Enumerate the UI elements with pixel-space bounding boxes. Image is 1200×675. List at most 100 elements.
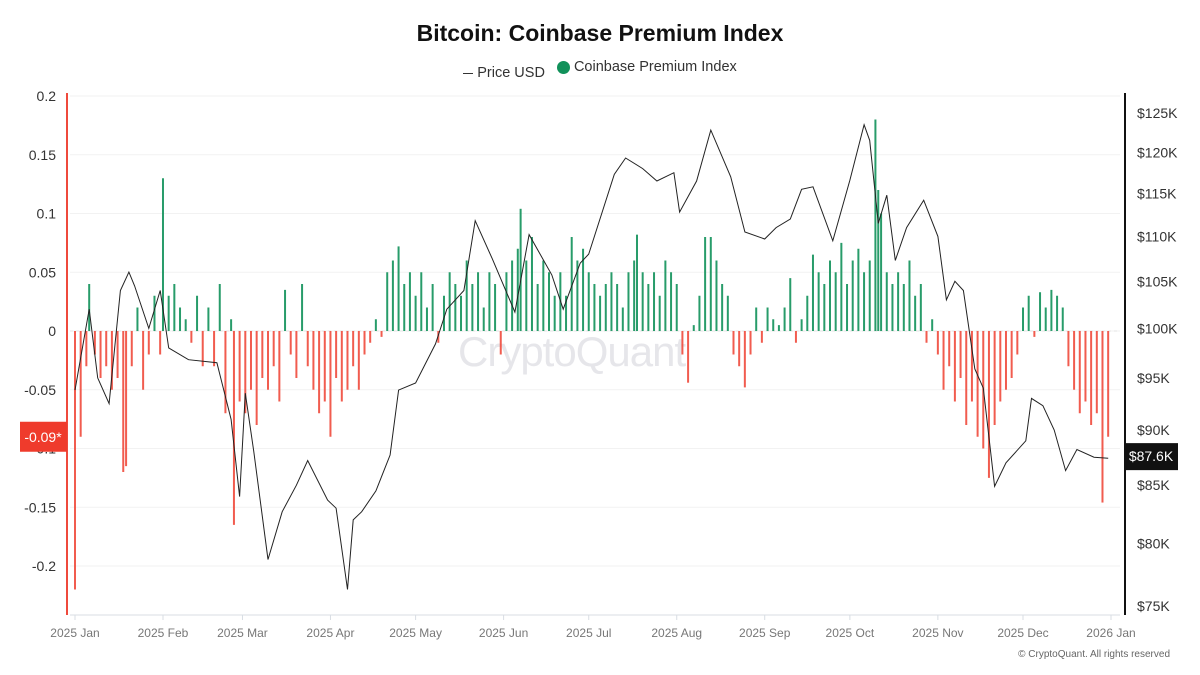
- premium-bar: [817, 272, 820, 331]
- premium-bar: [519, 208, 522, 331]
- premium-bar: [616, 284, 619, 331]
- premium-bar: [760, 331, 763, 343]
- premium-bar: [681, 331, 684, 355]
- premium-bar: [1084, 331, 1087, 402]
- premium-bar: [1050, 289, 1053, 331]
- premium-bar: [1033, 331, 1036, 337]
- premium-bar: [454, 284, 457, 331]
- legend-label-premium: Coinbase Premium Index: [573, 59, 737, 75]
- premium-bar: [499, 331, 502, 355]
- premium-bar: [908, 260, 911, 331]
- premium-bar: [249, 331, 252, 390]
- x-tick-label: 2025 Dec: [997, 626, 1048, 640]
- premium-bar: [482, 307, 485, 331]
- premium-bar: [213, 331, 216, 367]
- premium-bar: [709, 237, 712, 331]
- premium-bar: [318, 331, 321, 414]
- premium-bar: [880, 213, 883, 331]
- premium-bar: [965, 331, 968, 425]
- premium-bar: [891, 284, 894, 331]
- y-right-tick-label: $115K: [1137, 185, 1177, 201]
- legend-item-price[interactable]: Price USD: [463, 65, 545, 81]
- premium-bar: [925, 331, 928, 343]
- premium-bar: [976, 331, 979, 437]
- premium-bar: [380, 331, 383, 337]
- premium-bar: [425, 307, 428, 331]
- premium-bar: [272, 331, 275, 367]
- premium-bar: [494, 284, 497, 331]
- premium-bar: [403, 284, 406, 331]
- premium-bar: [340, 331, 343, 402]
- premium-bar: [232, 331, 235, 525]
- x-tick-label: 2025 Apr: [306, 626, 354, 640]
- premium-bar: [1056, 295, 1059, 331]
- premium-bar: [641, 272, 644, 331]
- premium-bar: [931, 319, 934, 331]
- dot-icon: [556, 60, 570, 74]
- premium-bar: [604, 284, 607, 331]
- y-left-tick-label: -0.05: [24, 382, 56, 398]
- premium-bar: [704, 237, 707, 331]
- premium-bar: [653, 272, 656, 331]
- premium-bar: [369, 331, 372, 343]
- premium-bar: [846, 284, 849, 331]
- premium-bar: [885, 272, 888, 331]
- y-right-tick-label: $125K: [1137, 105, 1178, 121]
- premium-bar: [306, 331, 309, 367]
- premium-bar: [408, 272, 411, 331]
- premium-bar: [505, 272, 508, 331]
- premium-bar: [599, 295, 602, 331]
- premium-bar: [530, 237, 533, 331]
- premium-bar: [244, 331, 247, 414]
- premium-bar: [953, 331, 956, 402]
- premium-bar: [471, 284, 474, 331]
- y-right-tick-label: $110K: [1137, 228, 1177, 244]
- premium-bar: [1016, 331, 1019, 355]
- premium-bar: [840, 242, 843, 331]
- premium-bar: [289, 331, 292, 355]
- premium-bar: [664, 260, 667, 331]
- y-left-tick-label: 0.05: [29, 264, 56, 280]
- premium-bar: [536, 284, 539, 331]
- premium-bar: [230, 319, 233, 331]
- premium-bar: [420, 272, 423, 331]
- premium-bar: [857, 248, 860, 331]
- premium-bar: [335, 331, 338, 378]
- premium-bar: [142, 331, 145, 390]
- premium-bar: [391, 260, 394, 331]
- premium-bar: [173, 284, 176, 331]
- x-tick-label: 2025 Sep: [739, 626, 791, 640]
- y-right-tick-label: $100K: [1137, 320, 1178, 336]
- premium-bar: [184, 319, 187, 331]
- x-tick-label: 2025 Jan: [50, 626, 99, 640]
- premium-bar: [877, 190, 880, 331]
- premium-bar: [1027, 295, 1030, 331]
- premium-bar: [1073, 331, 1076, 390]
- premium-bar: [125, 331, 128, 467]
- premium-bar: [218, 284, 221, 331]
- premium-bar: [465, 260, 468, 331]
- x-tick-label: 2025 Mar: [217, 626, 268, 640]
- y-right-tick-label: $105K: [1137, 273, 1178, 289]
- y-right-tick-label: $80K: [1137, 536, 1170, 552]
- legend-item-premium[interactable]: Coinbase Premium Index: [556, 59, 737, 75]
- premium-bar: [582, 248, 585, 331]
- premium-bar: [755, 307, 758, 331]
- premium-bar: [329, 331, 332, 437]
- premium-bar: [255, 331, 258, 425]
- premium-bar: [675, 284, 678, 331]
- premium-bar: [414, 295, 417, 331]
- premium-bar: [721, 284, 724, 331]
- premium-bar: [610, 272, 613, 331]
- x-tick-label: 2025 Jul: [566, 626, 611, 640]
- premium-bar: [970, 331, 973, 402]
- premium-bar: [715, 260, 718, 331]
- premium-bar: [278, 331, 281, 402]
- premium-bar: [570, 237, 573, 331]
- premium-bar: [687, 331, 690, 383]
- premium-bar: [647, 284, 650, 331]
- premium-bar: [397, 246, 400, 331]
- premium-bar: [207, 307, 210, 331]
- premium-bar: [593, 284, 596, 331]
- premium-bar: [902, 284, 905, 331]
